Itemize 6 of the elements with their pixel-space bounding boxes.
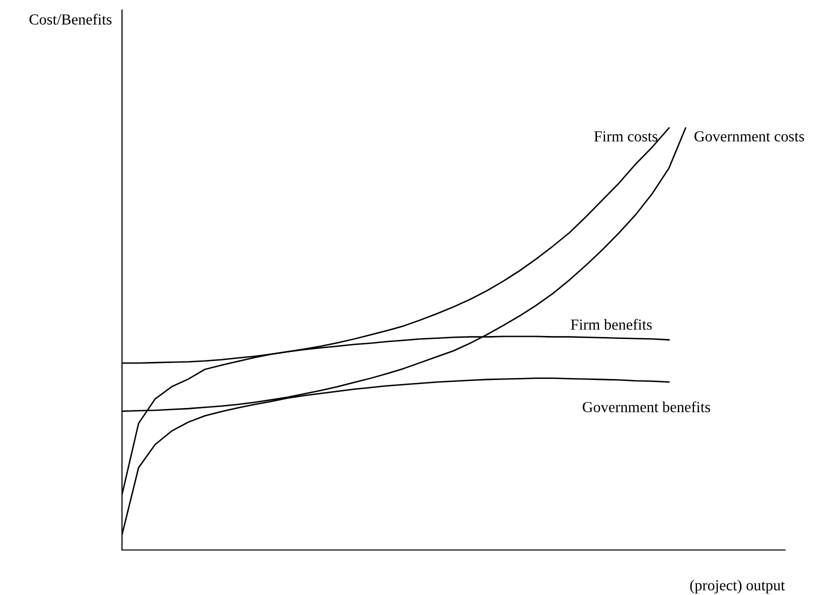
series-label: Government costs [694,131,804,142]
series-label: Firm costs [594,131,658,142]
series-label: Government benefits [582,401,710,412]
x-axis-title: (project) output [690,580,785,594]
text: Cost/Benefits [30,14,112,25]
series-label: Firm benefits [570,318,652,330]
